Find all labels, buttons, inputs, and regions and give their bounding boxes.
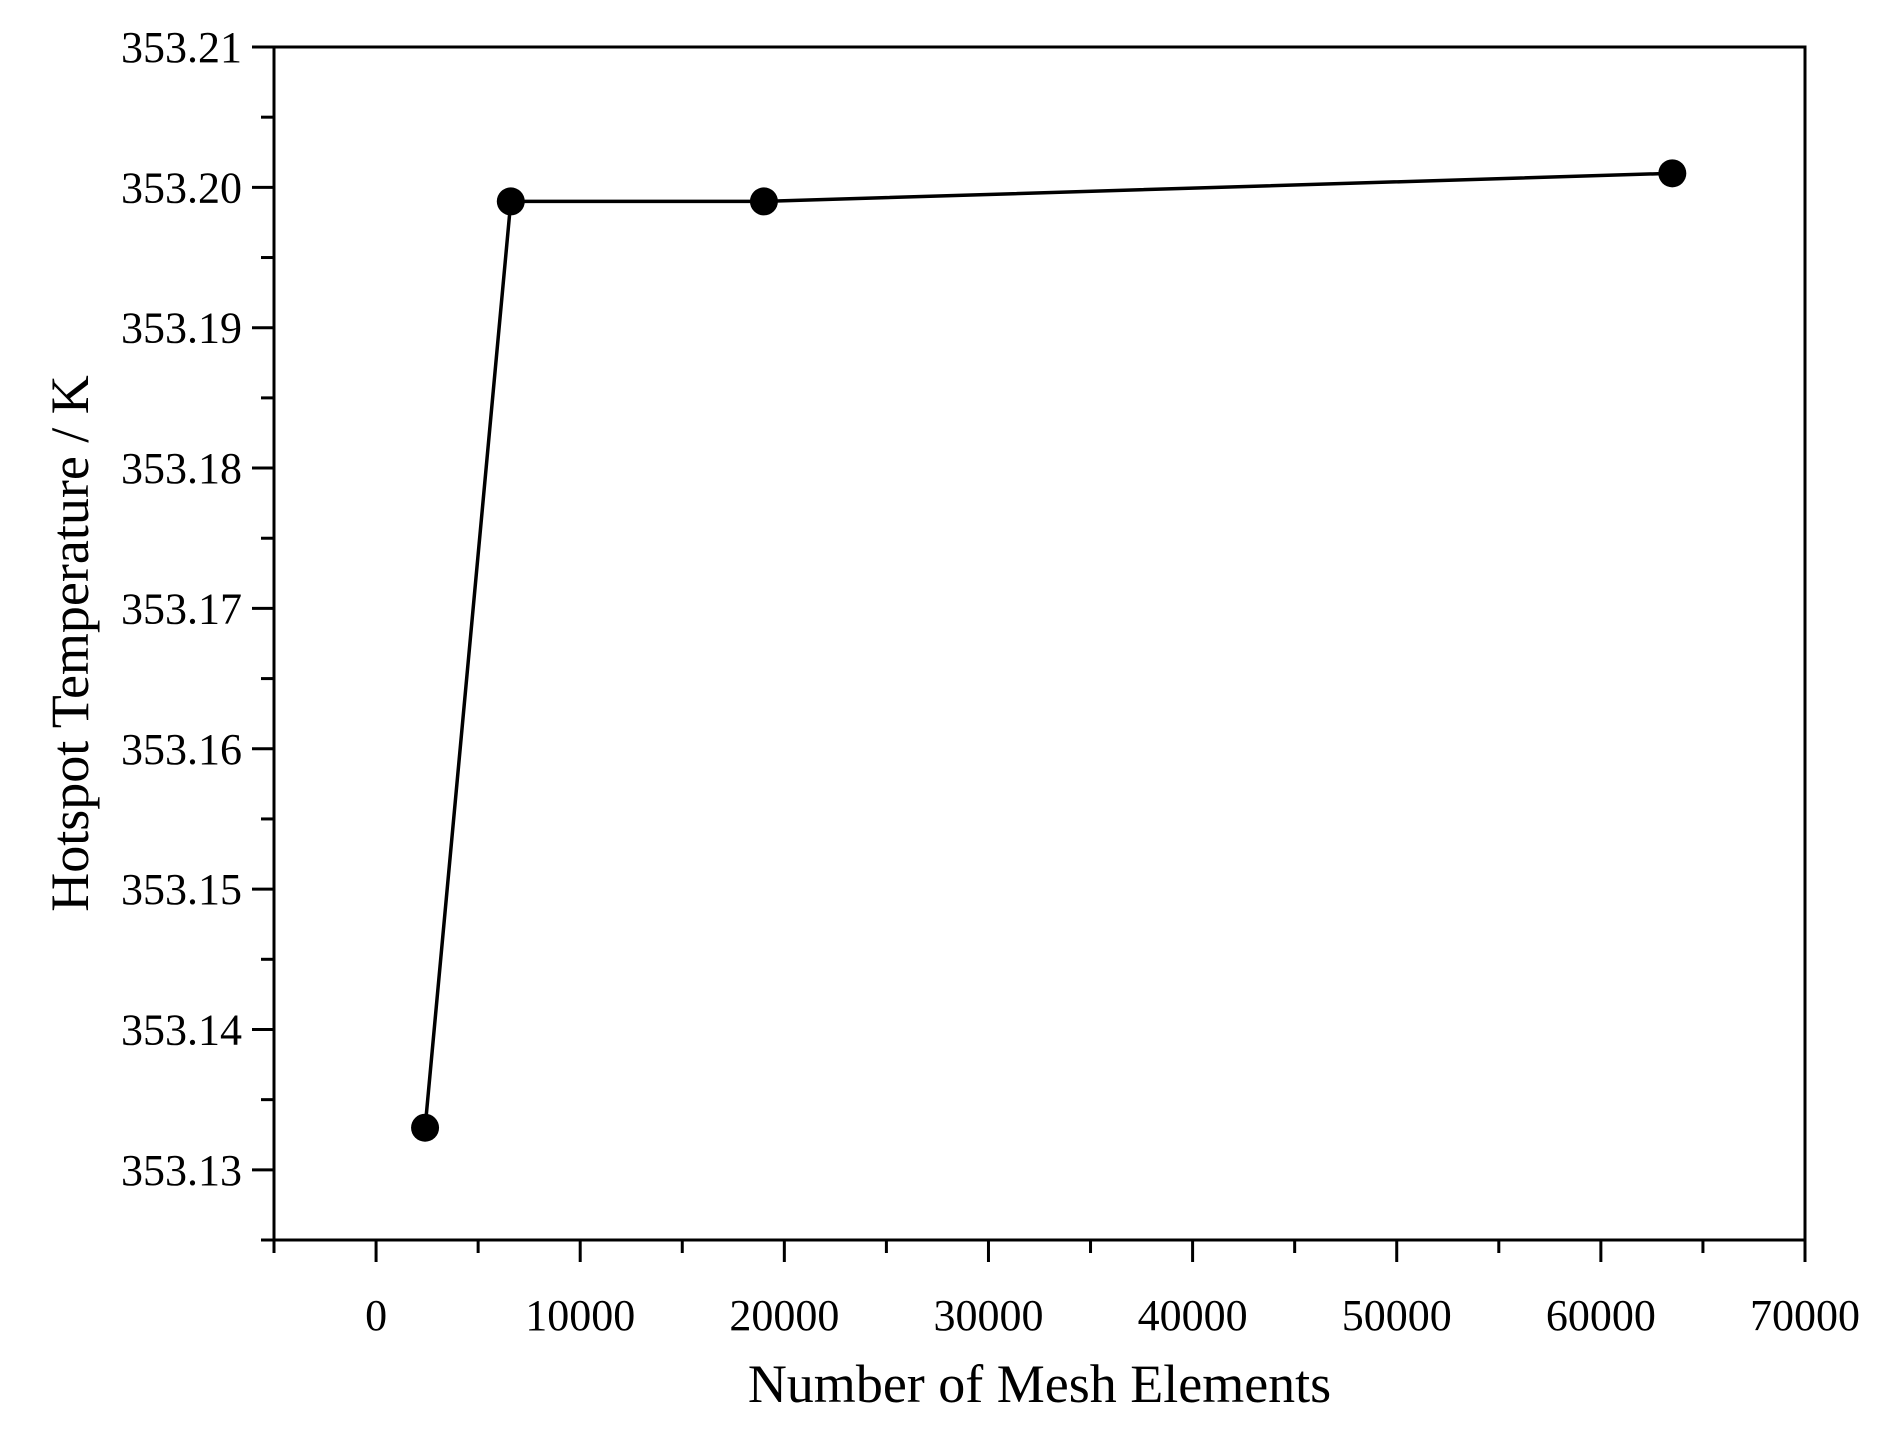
x-tick-label: 10000 <box>525 1291 635 1340</box>
x-axis: 0 10000 20000 30000 40000 50000 60000 70000 <box>272 1240 1860 1340</box>
y-tick-label: 353.13 <box>121 1146 242 1195</box>
y-tick-label: 353.14 <box>121 1005 242 1054</box>
y-tick-label: 353.21 <box>121 23 242 72</box>
data-point <box>749 187 778 216</box>
x-axis-title: Number of Mesh Elements <box>748 1354 1331 1414</box>
data-point <box>1658 159 1687 188</box>
plot-frame <box>272 45 1807 1242</box>
series <box>411 159 1687 1142</box>
x-tick-label: 0 <box>365 1291 387 1340</box>
y-tick-label: 353.18 <box>121 444 242 493</box>
y-axis: 353.13 353.14 353.15 353.16 353.17 353.18 353.… <box>121 23 274 1242</box>
x-tick-label: 40000 <box>1138 1291 1248 1340</box>
y-axis-title: Hotspot Temperature / K <box>40 375 100 912</box>
x-tick-label: 70000 <box>1750 1291 1860 1340</box>
plot-area-border <box>272 45 1807 1242</box>
y-tick-label: 353.19 <box>121 304 242 353</box>
x-tick-label: 60000 <box>1546 1291 1656 1340</box>
y-tick-label: 353.17 <box>121 584 242 633</box>
y-tick-label: 353.20 <box>121 163 242 212</box>
x-tick-label: 20000 <box>729 1291 839 1340</box>
data-point <box>411 1113 440 1142</box>
x-tick-label: 30000 <box>933 1291 1043 1340</box>
x-tick-label: 50000 <box>1342 1291 1452 1340</box>
y-tick-label: 353.15 <box>121 865 242 914</box>
series-line <box>423 171 1673 1128</box>
y-tick-label: 353.16 <box>121 725 242 774</box>
data-point <box>496 187 525 216</box>
